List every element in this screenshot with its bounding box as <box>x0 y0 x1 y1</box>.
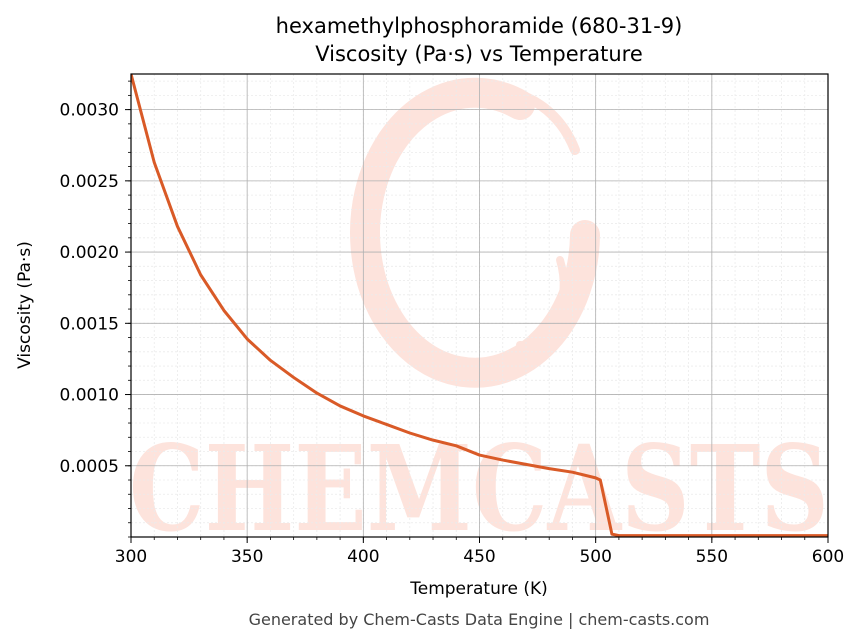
y-axis-label: Viscosity (Pa·s) <box>15 241 35 369</box>
x-tick-label: 350 <box>231 547 263 567</box>
x-axis-ticks: 300 350 400 450 500 550 600 <box>115 537 844 567</box>
footer-credit: Generated by Chem-Casts Data Engine | ch… <box>249 610 710 629</box>
chart-title-line1: hexamethylphosphoramide (680-31-9) <box>276 14 683 38</box>
x-tick-label: 400 <box>347 547 379 567</box>
y-tick-label: 0.0015 <box>60 314 119 334</box>
y-tick-label: 0.0005 <box>60 457 119 477</box>
x-tick-label: 450 <box>463 547 495 567</box>
chemcasts-logo-ring <box>350 77 600 388</box>
y-tick-label: 0.0030 <box>60 101 119 121</box>
y-axis-ticks: 0.0005 0.0010 0.0015 0.0020 0.0025 0.0030 <box>60 80 131 538</box>
viscosity-series-line <box>131 74 828 537</box>
x-axis-label: Temperature (K) <box>409 579 548 599</box>
chart-title-line2: Viscosity (Pa·s) vs Temperature <box>315 42 643 66</box>
x-tick-label: 300 <box>115 547 147 567</box>
x-tick-label: 500 <box>579 547 611 567</box>
y-tick-label: 0.0010 <box>60 386 119 406</box>
y-tick-label: 0.0020 <box>60 243 119 263</box>
x-tick-label: 550 <box>696 547 728 567</box>
x-tick-label: 600 <box>812 547 844 567</box>
y-tick-label: 0.0025 <box>60 172 119 192</box>
